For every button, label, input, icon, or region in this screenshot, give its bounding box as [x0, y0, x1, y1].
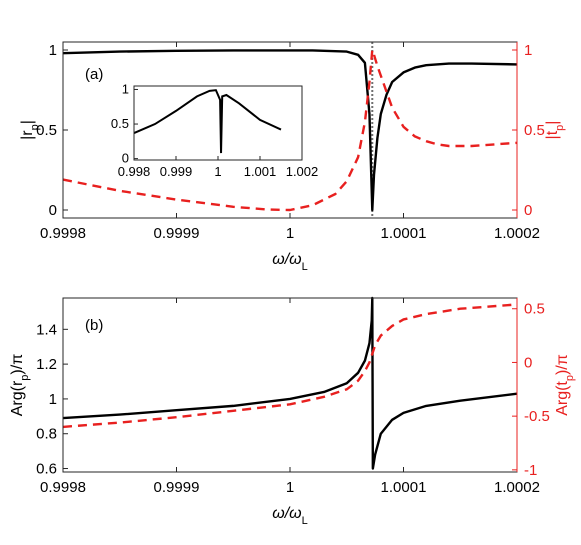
inset-series-line: [133, 89, 282, 154]
inset-plot-area: [134, 86, 302, 160]
inset-x-tick-label: 0.999: [160, 164, 193, 179]
panel-b-x-tick-label: 1.0002: [494, 479, 540, 496]
panel-a-x-tick-label: 0.9998: [40, 225, 86, 242]
panel-a-x-tick-label: 1.0002: [494, 225, 540, 242]
panel-b-x-tick-label: 1: [286, 479, 294, 496]
inset-x-tick-label: 1.001: [244, 164, 277, 179]
panel-b-right-y-tick-label: 0: [524, 354, 532, 371]
panel-b-left-y-tick-label: 1: [49, 391, 57, 408]
inset-y-tick-label: 0.5: [111, 116, 129, 131]
inset-y-tick-label: 1: [122, 81, 129, 96]
panel-a-left-y-tick-label: 1: [49, 42, 57, 59]
panel-b-right-y-tick-label: 0.5: [524, 301, 545, 318]
panel-a-right-y-tick-label: 0.5: [524, 122, 545, 139]
panel-b-right-y-axis-label: Arg(tp)/π: [554, 354, 576, 416]
panel-b-left-y-tick-label: 0.6: [36, 461, 57, 478]
panel-a-right-y-tick-label: 1: [524, 42, 532, 59]
panel-b-plot-area: [63, 298, 517, 472]
inset-x-tick-label: 1: [214, 164, 221, 179]
panel-b-series-left-black-line: [62, 296, 518, 470]
panel-a-label: (a): [85, 66, 103, 83]
panel-b-left-y-tick-label: 1.2: [36, 356, 57, 373]
panel-b-x-tick-label: 1.0001: [381, 479, 427, 496]
panel-a-x-tick-label: 0.9999: [154, 225, 200, 242]
panel-b-x-tick-label: 0.9998: [40, 479, 86, 496]
panel-a-left-y-tick-label: 0.5: [36, 122, 57, 139]
panel-a-x-axis-label: ω/ωL: [272, 251, 308, 273]
inset-chart: 0.998 0.999 1 1.001 1.002 0 0.5 1: [111, 81, 318, 179]
panel-b: 0.9998 0.9999 1 1.0001 1.0002 0.6 0.8 1 1.2 1.4 -1…: [9, 296, 576, 527]
panel-b-x-tick-label: 0.9999: [154, 479, 200, 496]
panel-a-left-y-tick-label: 0: [49, 202, 57, 219]
inset-x-tick-label: 1.002: [286, 164, 319, 179]
panel-b-label: (b): [85, 317, 103, 334]
panel-b-left-y-tick-label: 1.4: [36, 321, 57, 338]
inset-x-tick-label: 0.998: [118, 164, 151, 179]
panel-b-left-y-axis-label: Arg(rp)/π: [9, 354, 31, 417]
panel-a-series-right-red-line: [62, 48, 518, 212]
panel-b-series-right-red-line: [62, 303, 518, 429]
panel-a-right-y-axis-label: |tp|: [544, 121, 566, 140]
panel-a-series-left-black-line: [62, 49, 518, 212]
panel-b-x-axis-label: ω/ωL: [272, 505, 308, 527]
panel-a-x-tick-label: 1.0001: [381, 225, 427, 242]
inset-y-tick-label: 0: [122, 151, 129, 166]
panel-b-right-y-tick-label: -1: [524, 462, 537, 479]
panel-b-left-y-tick-label: 0.8: [36, 426, 57, 443]
panel-b-right-y-tick-label: -0.5: [524, 408, 550, 425]
panel-a-x-tick-label: 1: [286, 225, 294, 242]
panel-a-left-y-axis-label: |rp|: [19, 120, 41, 140]
panel-a-right-y-tick-label: 0: [524, 202, 532, 219]
